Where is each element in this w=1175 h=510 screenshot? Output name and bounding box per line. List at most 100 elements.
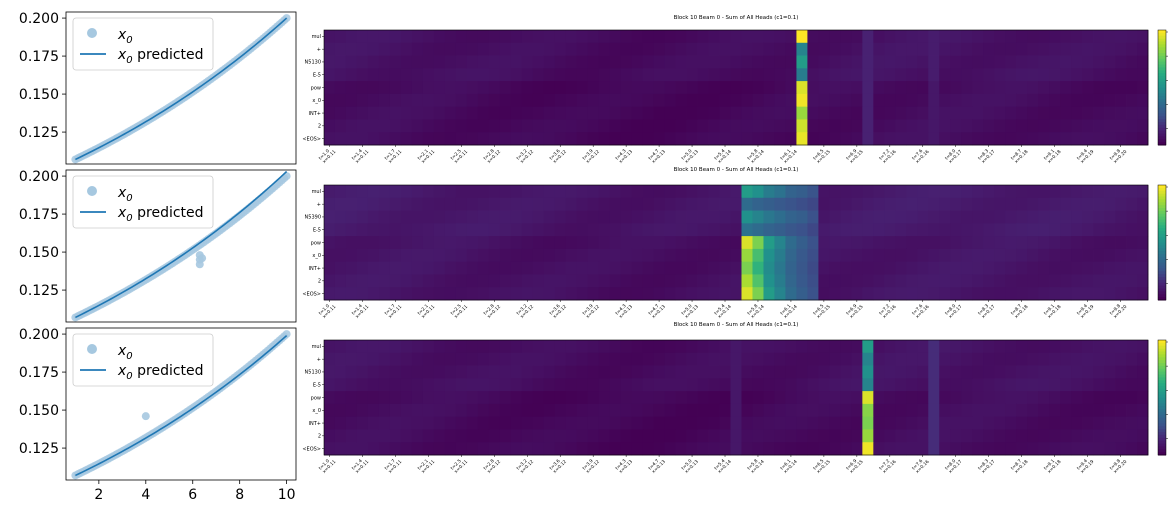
heatmap-cell bbox=[1071, 81, 1083, 95]
heatmap-cell bbox=[334, 81, 347, 95]
heatmap-cell bbox=[983, 429, 995, 443]
heatmap-cell bbox=[1126, 287, 1138, 301]
heatmap-cell bbox=[697, 132, 709, 146]
heatmap-cell bbox=[1126, 210, 1138, 224]
x-tick-label: 4 bbox=[141, 487, 150, 503]
heatmap-cell bbox=[796, 274, 808, 288]
heatmap-cell bbox=[400, 287, 413, 301]
heatmap-cell bbox=[1137, 378, 1149, 392]
heatmap-cell bbox=[631, 119, 644, 133]
heatmap-cell bbox=[961, 248, 973, 263]
heatmap-cell bbox=[906, 197, 918, 211]
heatmap-cell bbox=[752, 429, 764, 443]
heatmap-cell bbox=[994, 274, 1006, 288]
heatmap-cell bbox=[796, 55, 808, 69]
heatmap-cell bbox=[994, 106, 1006, 120]
heatmap-cell bbox=[972, 442, 984, 456]
heatmap-cell bbox=[884, 261, 896, 275]
heatmap-cell bbox=[378, 81, 391, 95]
heatmap-cell bbox=[466, 403, 479, 418]
heatmap-cell bbox=[565, 261, 578, 275]
colorbar-segment bbox=[1158, 185, 1166, 189]
heatmap-cell bbox=[1115, 429, 1127, 443]
heatmap-cell bbox=[994, 248, 1006, 263]
heatmap-cell bbox=[433, 236, 446, 250]
heatmap-cell bbox=[1082, 274, 1094, 288]
heatmap-cell bbox=[895, 391, 907, 405]
heatmap-cell bbox=[554, 119, 567, 133]
heatmap-cell bbox=[400, 30, 413, 44]
heatmap-cell bbox=[334, 197, 347, 211]
heatmap-cell bbox=[444, 403, 457, 418]
heatmap-cell bbox=[862, 248, 874, 263]
legend-label-x0: x0 bbox=[117, 343, 133, 362]
heatmap-cell bbox=[664, 391, 676, 405]
row-label: x_0 bbox=[312, 253, 321, 259]
heatmap-cell bbox=[928, 55, 940, 69]
heatmap-cell bbox=[334, 93, 347, 108]
heatmap-cell bbox=[840, 442, 852, 456]
heatmap-cell bbox=[598, 197, 611, 211]
heatmap-cell bbox=[1027, 223, 1039, 237]
heatmap-cell bbox=[697, 210, 709, 224]
heatmap-cell bbox=[1027, 261, 1039, 275]
heatmap-cell bbox=[1071, 223, 1083, 237]
heatmap-cell bbox=[851, 429, 863, 443]
heatmap-cell bbox=[565, 68, 578, 82]
colorbar-segment bbox=[1158, 417, 1166, 422]
colorbar-segment bbox=[1158, 391, 1166, 396]
heatmap-cell bbox=[862, 68, 874, 82]
heatmap-cell bbox=[422, 81, 435, 95]
row-label: mul bbox=[312, 189, 321, 195]
heatmap-cell bbox=[763, 68, 775, 82]
heatmap-cell bbox=[378, 378, 391, 392]
heatmap-cell bbox=[411, 416, 424, 430]
heatmap-cell bbox=[488, 55, 501, 69]
heatmap-cell bbox=[444, 274, 457, 288]
heatmap-cell bbox=[1060, 236, 1072, 250]
heatmap-cell bbox=[983, 391, 995, 405]
colorbar-segment bbox=[1158, 377, 1166, 381]
heatmap-cell bbox=[466, 287, 479, 301]
heatmap-cell bbox=[334, 340, 347, 354]
heatmap-cell bbox=[609, 248, 622, 263]
heatmap-cell bbox=[1115, 42, 1127, 56]
outlier-point bbox=[198, 254, 207, 263]
heatmap-cell bbox=[356, 68, 369, 82]
heatmap-cell bbox=[356, 119, 369, 133]
heatmap-cell bbox=[1071, 391, 1083, 405]
heatmap-cell bbox=[697, 119, 709, 133]
heatmap-cell bbox=[829, 248, 841, 263]
heatmap-cell bbox=[324, 442, 336, 456]
heatmap-cell bbox=[906, 106, 918, 120]
heatmap-cell bbox=[917, 185, 929, 199]
heatmap-cell bbox=[324, 223, 336, 237]
heatmap-cell bbox=[884, 132, 896, 146]
heatmap-cell bbox=[1016, 378, 1028, 392]
heatmap-cell bbox=[554, 81, 567, 95]
heatmap-cell bbox=[631, 185, 644, 199]
heatmap-cell bbox=[422, 30, 435, 44]
heatmap-cell bbox=[961, 81, 973, 95]
heatmap-cell bbox=[840, 365, 852, 379]
y-tick-label: 0.175 bbox=[19, 365, 59, 381]
colorbar-segment bbox=[1158, 61, 1166, 66]
heatmap-cell bbox=[367, 365, 380, 379]
heatmap-cell bbox=[543, 274, 556, 288]
heatmap-cell bbox=[653, 185, 665, 199]
heatmap-cell bbox=[1038, 119, 1050, 133]
heatmap-cell bbox=[422, 68, 435, 82]
heatmap-cell bbox=[763, 416, 775, 430]
heatmap-cell bbox=[730, 365, 742, 379]
heatmap-cell bbox=[477, 68, 490, 82]
heatmap-cell bbox=[873, 197, 885, 211]
heatmap-cell bbox=[675, 197, 687, 211]
heatmap-cell bbox=[741, 429, 753, 443]
colorbar-segment bbox=[1158, 231, 1166, 235]
heatmap-cell bbox=[884, 429, 896, 443]
heatmap-cell bbox=[1049, 55, 1061, 69]
heatmap-cell bbox=[884, 248, 896, 263]
heatmap-cell bbox=[1093, 287, 1105, 301]
heatmap-cell bbox=[752, 30, 764, 44]
heatmap-cell bbox=[1016, 106, 1028, 120]
